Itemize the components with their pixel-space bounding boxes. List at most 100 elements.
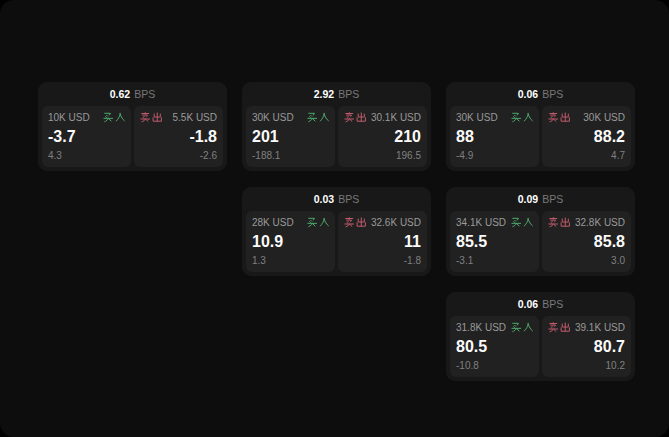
sell-panel[interactable]: 30.1K USD 210 196.5 [338, 106, 427, 167]
quote-card: 0.06 BPS 31.8K USD 80.5 -10.8 39.1K USD [446, 292, 635, 381]
card-header: 0.03 BPS [246, 187, 427, 211]
cjk-ru-icon [115, 112, 126, 123]
cjk-ru-icon [523, 322, 534, 333]
buy-panel[interactable]: 28K USD 10.9 1.3 [246, 211, 335, 272]
quote-card: 0.06 BPS 30K USD 88 -4.9 30K USD [446, 82, 635, 171]
cjk-chu-icon [560, 322, 571, 333]
buy-price: 88 [456, 129, 533, 145]
bps-value: 0.62 [110, 88, 130, 100]
cjk-chu-icon [152, 112, 163, 123]
buy-notional: 28K USD [252, 217, 294, 228]
cjk-chu-icon [356, 217, 367, 228]
sell-panel[interactable]: 32.6K USD 11 -1.8 [338, 211, 427, 272]
buy-label [511, 112, 533, 123]
buy-label [307, 217, 329, 228]
sell-label [140, 112, 162, 123]
sell-notional: 5.5K USD [173, 112, 217, 123]
buy-delta: -10.8 [456, 360, 533, 371]
card-header: 0.06 BPS [450, 292, 631, 316]
app-background: 0.62 BPS 10K USD -3.7 4.3 5.5K USD [0, 0, 669, 437]
card-header: 2.92 BPS [246, 82, 427, 106]
cjk-ru-icon [319, 112, 330, 123]
buy-delta: -3.1 [456, 255, 533, 266]
quote-card: 0.09 BPS 34.1K USD 85.5 -3.1 32.8K USD [446, 187, 635, 276]
sell-panel[interactable]: 30K USD 88.2 4.7 [542, 106, 631, 167]
buy-delta: -188.1 [252, 150, 329, 161]
buy-price: 80.5 [456, 339, 533, 355]
cjk-mai-icon [511, 322, 522, 333]
buy-notional: 10K USD [48, 112, 90, 123]
buy-label [307, 112, 329, 123]
bps-unit-label: BPS [542, 298, 563, 310]
sell-label [548, 322, 570, 333]
buy-price: 10.9 [252, 234, 329, 250]
sell-price: 88.2 [548, 129, 625, 145]
bps-unit-label: BPS [542, 88, 563, 100]
buy-delta: -4.9 [456, 150, 533, 161]
bps-value: 0.06 [518, 88, 538, 100]
buy-panel[interactable]: 30K USD 201 -188.1 [246, 106, 335, 167]
card-header: 0.09 BPS [450, 187, 631, 211]
bps-value: 0.06 [518, 298, 538, 310]
sell-panel[interactable]: 32.8K USD 85.8 3.0 [542, 211, 631, 272]
cjk-mai-icon [307, 217, 318, 228]
sell-delta: -1.8 [344, 255, 421, 266]
quote-card-grid: 0.62 BPS 10K USD -3.7 4.3 5.5K USD [38, 82, 635, 381]
sell-delta: 196.5 [344, 150, 421, 161]
sell-notional: 39.1K USD [575, 322, 625, 333]
sell-notional: 32.6K USD [371, 217, 421, 228]
sell-label [344, 217, 366, 228]
sell-panel[interactable]: 39.1K USD 80.7 10.2 [542, 316, 631, 377]
cjk-mai2-icon [140, 112, 151, 123]
buy-price: -3.7 [48, 129, 125, 145]
sell-notional: 30K USD [583, 112, 625, 123]
buy-label [511, 217, 533, 228]
sell-price: 85.8 [548, 234, 625, 250]
cjk-ru-icon [523, 217, 534, 228]
bps-value: 0.03 [314, 193, 334, 205]
buy-panel[interactable]: 10K USD -3.7 4.3 [42, 106, 131, 167]
quote-card: 0.62 BPS 10K USD -3.7 4.3 5.5K USD [38, 82, 227, 171]
sell-panel[interactable]: 5.5K USD -1.8 -2.6 [134, 106, 223, 167]
sell-price: 11 [344, 234, 421, 250]
buy-label [103, 112, 125, 123]
buy-panel[interactable]: 30K USD 88 -4.9 [450, 106, 539, 167]
cjk-mai-icon [307, 112, 318, 123]
bps-unit-label: BPS [542, 193, 563, 205]
sell-price: -1.8 [140, 129, 217, 145]
bps-unit-label: BPS [134, 88, 155, 100]
cjk-mai2-icon [548, 112, 559, 123]
cjk-mai2-icon [344, 217, 355, 228]
bps-value: 2.92 [314, 88, 334, 100]
cjk-mai-icon [103, 112, 114, 123]
cjk-mai2-icon [548, 217, 559, 228]
cjk-chu-icon [560, 112, 571, 123]
sell-price: 210 [344, 129, 421, 145]
cjk-mai-icon [511, 112, 522, 123]
sell-notional: 30.1K USD [371, 112, 421, 123]
sell-delta: 10.2 [548, 360, 625, 371]
sell-delta: 4.7 [548, 150, 625, 161]
cjk-mai2-icon [548, 322, 559, 333]
buy-notional: 30K USD [252, 112, 294, 123]
buy-notional: 31.8K USD [456, 322, 506, 333]
sell-delta: -2.6 [140, 150, 217, 161]
sell-label [548, 217, 570, 228]
buy-panel[interactable]: 31.8K USD 80.5 -10.8 [450, 316, 539, 377]
bps-unit-label: BPS [338, 193, 359, 205]
card-header: 0.06 BPS [450, 82, 631, 106]
card-header: 0.62 BPS [42, 82, 223, 106]
bps-value: 0.09 [518, 193, 538, 205]
sell-delta: 3.0 [548, 255, 625, 266]
cjk-ru-icon [319, 217, 330, 228]
cjk-mai-icon [511, 217, 522, 228]
cjk-ru-icon [523, 112, 534, 123]
buy-delta: 4.3 [48, 150, 125, 161]
sell-notional: 32.8K USD [575, 217, 625, 228]
cjk-mai2-icon [344, 112, 355, 123]
buy-price: 201 [252, 129, 329, 145]
buy-panel[interactable]: 34.1K USD 85.5 -3.1 [450, 211, 539, 272]
quote-card: 0.03 BPS 28K USD 10.9 1.3 32.6K USD [242, 187, 431, 276]
sell-price: 80.7 [548, 339, 625, 355]
quote-card: 2.92 BPS 30K USD 201 -188.1 30.1K USD [242, 82, 431, 171]
